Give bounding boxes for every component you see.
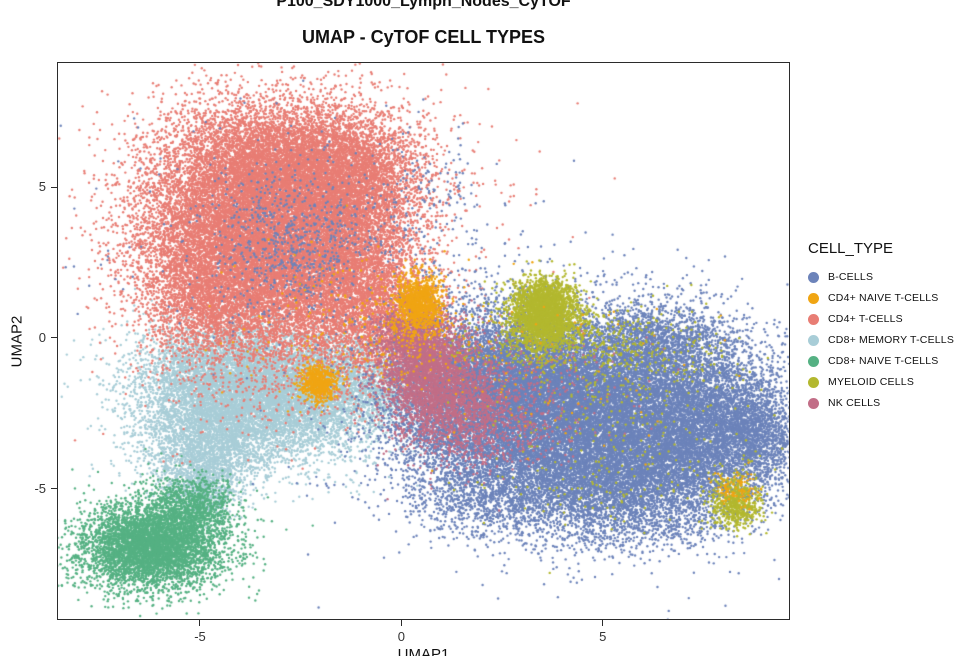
x-axis-label: UMAP1 — [397, 646, 450, 656]
y-axis-label: UMAP2 — [8, 315, 26, 368]
legend-dot-icon — [808, 271, 819, 283]
legend-dot-icon — [808, 313, 819, 325]
x-tick-mark — [602, 620, 604, 626]
y-tick-label: -5 — [34, 480, 46, 496]
legend-title: CELL_TYPE — [808, 240, 894, 257]
legend-dot-icon — [808, 355, 819, 367]
legend: CELL_TYPE B-CELLS CD4+ NAIVE T-CELLS CD4+ … — [808, 240, 978, 418]
legend-dot-icon — [808, 376, 819, 388]
legend-item: CD8+ MEMORY T-CELLS — [808, 334, 978, 346]
y-tick-label: 5 — [38, 179, 46, 195]
legend-item-label: MYELOID CELLS — [828, 376, 915, 388]
y-tick-mark — [51, 337, 57, 339]
x-tick-label: 0 — [397, 629, 405, 644]
legend-item-label: CD8+ MEMORY T-CELLS — [828, 334, 955, 346]
legend-dot-icon — [808, 397, 819, 409]
y-tick-label: 0 — [38, 329, 46, 345]
legend-item: CD4+ T-CELLS — [808, 313, 978, 325]
legend-item: B-CELLS — [808, 271, 978, 283]
legend-dot-icon — [808, 334, 819, 346]
legend-item: MYELOID CELLS — [808, 376, 978, 388]
legend-item-label: B-CELLS — [828, 271, 874, 283]
legend-item-label: CD8+ NAIVE T-CELLS — [828, 355, 939, 367]
x-tick-mark — [400, 620, 402, 626]
legend-dot-icon — [808, 292, 819, 304]
legend-item-label: CD4+ T-CELLS — [828, 313, 903, 325]
x-tick-mark — [199, 620, 201, 626]
x-tick-label: 5 — [599, 629, 607, 644]
legend-item-label: CD4+ NAIVE T-CELLS — [828, 292, 939, 304]
legend-item: NK CELLS — [808, 397, 978, 409]
y-tick-mark — [51, 488, 57, 490]
y-tick-mark — [51, 186, 57, 188]
x-tick-label: -5 — [194, 629, 206, 644]
legend-item-label: NK CELLS — [828, 397, 881, 409]
chart-title: UMAP - CyTOF CELL TYPES — [301, 27, 546, 47]
legend-items: B-CELLS CD4+ NAIVE T-CELLS CD4+ T-CELLS CD8… — [808, 271, 978, 409]
figure-suptitle: P100_SDY1000_Lymph_Nodes_CyTOF — [276, 0, 571, 10]
legend-item: CD4+ NAIVE T-CELLS — [808, 292, 978, 304]
legend-item: CD8+ NAIVE T-CELLS — [808, 355, 978, 367]
